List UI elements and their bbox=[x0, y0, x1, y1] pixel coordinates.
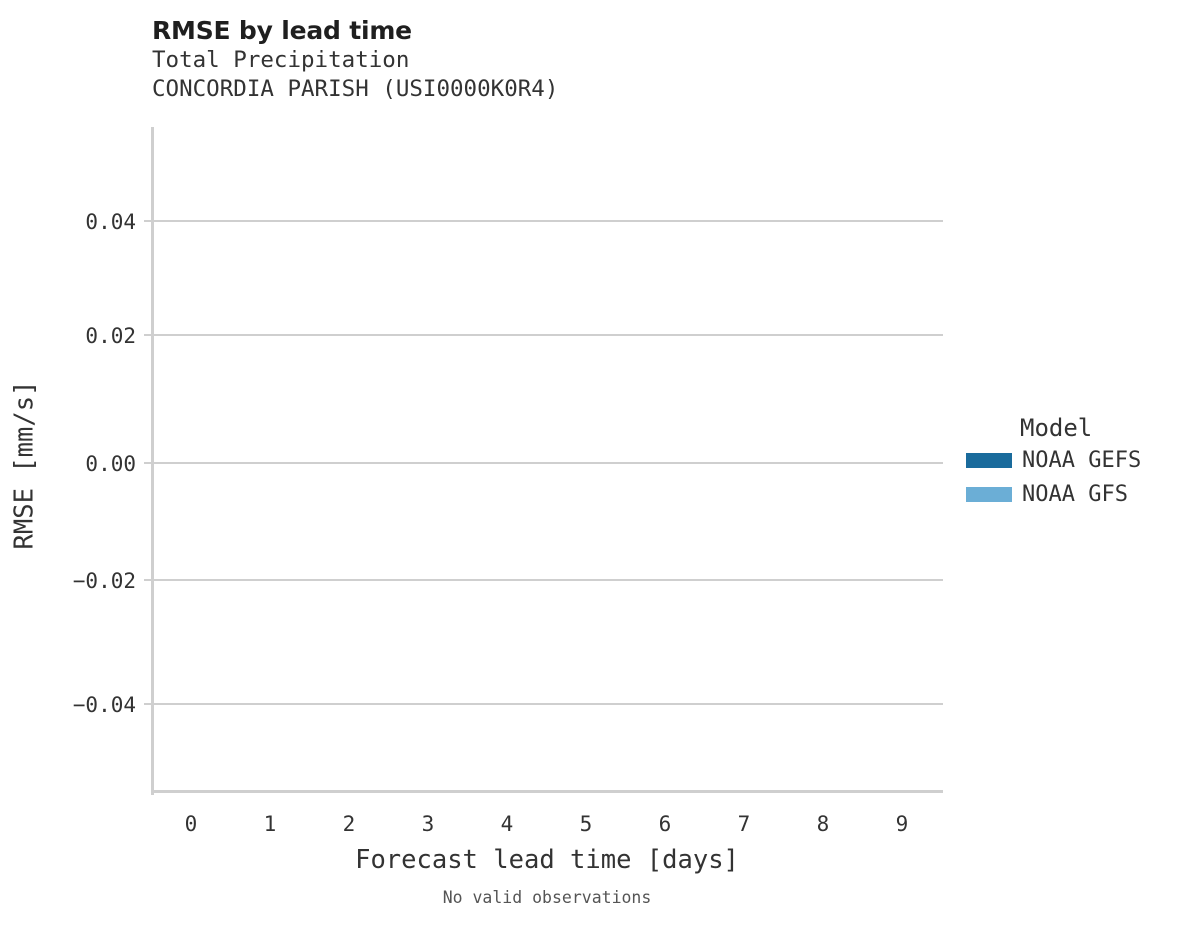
axis-spine-bottom bbox=[151, 790, 943, 793]
legend-item-noaa-gefs[interactable]: NOAA GEFS bbox=[966, 443, 1176, 477]
legend: Model NOAA GEFS NOAA GFS bbox=[966, 413, 1176, 511]
y-tick-mark bbox=[144, 220, 151, 222]
y-tick-mark bbox=[144, 334, 151, 336]
x-tick-label: 2 bbox=[342, 812, 356, 836]
legend-title: Model bbox=[1020, 414, 1093, 442]
y-tick-mark bbox=[144, 703, 151, 705]
gridline-y bbox=[151, 703, 943, 705]
gridline-y bbox=[151, 579, 943, 581]
y-tick-label: −0.02 bbox=[72, 569, 136, 593]
y-tick-label: 0.00 bbox=[85, 452, 136, 476]
title-block: RMSE by lead time Total Precipitation CO… bbox=[152, 16, 912, 104]
x-tick-label: 6 bbox=[658, 812, 672, 836]
y-tick-label: 0.04 bbox=[85, 210, 136, 234]
legend-label-noaa-gefs: NOAA GEFS bbox=[1022, 447, 1142, 473]
x-tick-label: 9 bbox=[895, 812, 909, 836]
gridline-y bbox=[151, 220, 943, 222]
y-tick-label: −0.04 bbox=[72, 693, 136, 717]
gridline-y bbox=[151, 334, 943, 336]
x-tick-label: 7 bbox=[737, 812, 751, 836]
x-tick-label: 0 bbox=[184, 812, 198, 836]
legend-label-noaa-gfs: NOAA GFS bbox=[1022, 481, 1128, 507]
plot-area bbox=[151, 127, 943, 792]
x-tick-label: 4 bbox=[500, 812, 514, 836]
y-tick-mark bbox=[144, 579, 151, 581]
legend-item-noaa-gfs[interactable]: NOAA GFS bbox=[966, 477, 1176, 511]
x-tick-label: 3 bbox=[421, 812, 435, 836]
x-tick-label: 8 bbox=[816, 812, 830, 836]
x-tick-label: 5 bbox=[579, 812, 593, 836]
empty-state-note: No valid observations bbox=[442, 888, 652, 907]
gridline-y bbox=[151, 462, 943, 464]
y-tick-label: 0.02 bbox=[85, 324, 136, 348]
legend-swatch-noaa-gefs bbox=[966, 452, 1012, 468]
subtitle-station: CONCORDIA PARISH (USI0000K0R4) bbox=[152, 76, 559, 102]
x-axis-label: Forecast lead time [days] bbox=[355, 845, 739, 875]
legend-swatch-noaa-gfs bbox=[966, 486, 1012, 502]
subtitle-variable: Total Precipitation bbox=[152, 47, 410, 73]
page-title: RMSE by lead time bbox=[152, 16, 412, 45]
y-tick-mark bbox=[144, 462, 151, 464]
x-tick-label: 1 bbox=[263, 812, 277, 836]
axis-spine-left bbox=[151, 127, 154, 795]
